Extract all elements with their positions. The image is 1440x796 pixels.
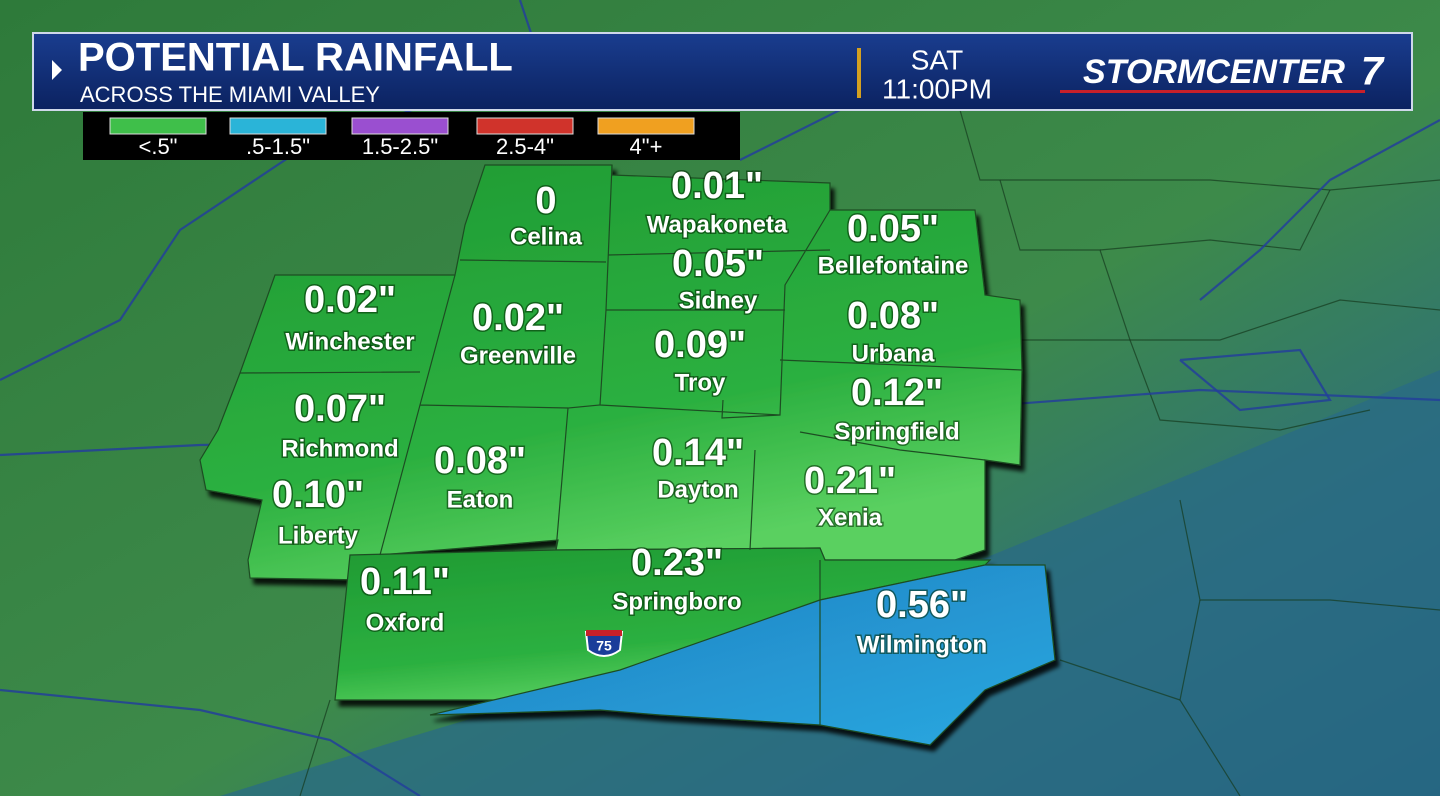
header-divider [857, 48, 861, 98]
rainfall-value: 0.08" [434, 440, 526, 482]
rainfall-value: 0.12" [851, 372, 943, 414]
rainfall-value: 0.05" [672, 243, 764, 285]
rainfall-value: 0.56" [876, 584, 968, 626]
legend: <.5" .5-1.5" 1.5-2.5" 2.5-4" 4"+ [83, 112, 740, 160]
city-name: Wapakoneta [647, 211, 788, 238]
legend-swatch [229, 117, 327, 135]
legend-label: 1.5-2.5" [362, 134, 438, 159]
header-title: POTENTIAL RAINFALL [78, 36, 513, 80]
city-name: Eaton [447, 486, 514, 513]
city-name: Urbana [852, 340, 935, 367]
city-name: Celina [510, 223, 583, 250]
header-day: SAT [911, 44, 963, 75]
legend-swatch [109, 117, 207, 135]
highway-shield: 75 [584, 630, 624, 657]
header-bar [32, 32, 1413, 111]
background-borders [299, 109, 1440, 796]
rainfall-value: 0.02" [472, 297, 564, 339]
shield-shape [584, 631, 624, 657]
rainfall-value: 0.09" [654, 324, 746, 366]
city-name: Xenia [818, 504, 883, 531]
rainfall-value: 0.07" [294, 388, 386, 430]
city-name: Sidney [679, 287, 758, 314]
city-name: Dayton [657, 476, 738, 503]
rainfall-value: 0.05" [847, 208, 939, 250]
legend-swatch [351, 117, 449, 135]
shield-label: 75 [596, 638, 612, 654]
logo-text: STORMCENTER [1083, 53, 1345, 91]
logo-underline [1060, 90, 1365, 93]
legend-swatch [597, 117, 695, 135]
legend-label: 4"+ [630, 134, 663, 159]
header: POTENTIAL RAINFALL ACROSS THE MIAMI VALL… [32, 32, 1413, 111]
city-name: Winchester [285, 328, 414, 355]
legend-label: 2.5-4" [496, 134, 554, 159]
city-name: Wilmington [857, 631, 987, 658]
rainfall-value: 0.08" [847, 295, 939, 337]
rainfall-value: 0.14" [652, 432, 744, 474]
city-name: Troy [675, 369, 726, 396]
city-name: Liberty [278, 522, 359, 549]
shield-top [586, 630, 622, 636]
logo-number: 7 [1361, 50, 1385, 94]
header-time: 11:00PM [882, 73, 992, 104]
rainfall-value: 0.01" [671, 165, 763, 207]
city-name: Richmond [281, 435, 398, 462]
city-name: Bellefontaine [818, 252, 969, 279]
county-region-blue [429, 564, 1056, 746]
city-name: Springfield [834, 418, 959, 445]
rain-band [220, 370, 1440, 796]
legend-swatch [476, 117, 574, 135]
rainfall-value: 0.02" [304, 279, 396, 321]
header-subtitle: ACROSS THE MIAMI VALLEY [80, 82, 380, 107]
counties [199, 164, 1056, 746]
rainfall-value: 0 [535, 180, 556, 222]
header-arrow [52, 60, 62, 80]
rainfall-value: 0.21" [804, 460, 896, 502]
legend-label: .5-1.5" [246, 134, 310, 159]
rainfall-value: 0.11" [360, 561, 450, 603]
rainfall-value: 0.23" [631, 542, 723, 584]
city-name: Oxford [366, 609, 445, 636]
city-name: Springboro [612, 588, 741, 615]
city-name: Greenville [460, 342, 576, 369]
legend-label: <.5" [138, 134, 177, 159]
rainfall-value: 0.10" [272, 474, 364, 516]
